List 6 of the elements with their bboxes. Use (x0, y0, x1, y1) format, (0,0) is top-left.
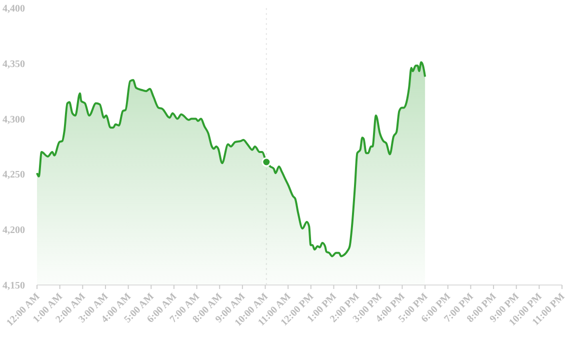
y-tick-label: 4,150 (2, 280, 25, 292)
y-tick-label: 4,300 (2, 114, 25, 126)
y-tick-label: 4,250 (2, 170, 25, 181)
y-tick-label: 4,350 (2, 58, 25, 70)
y-tick-label: 4,200 (2, 225, 25, 236)
y-tick-label: 4,400 (2, 4, 25, 14)
